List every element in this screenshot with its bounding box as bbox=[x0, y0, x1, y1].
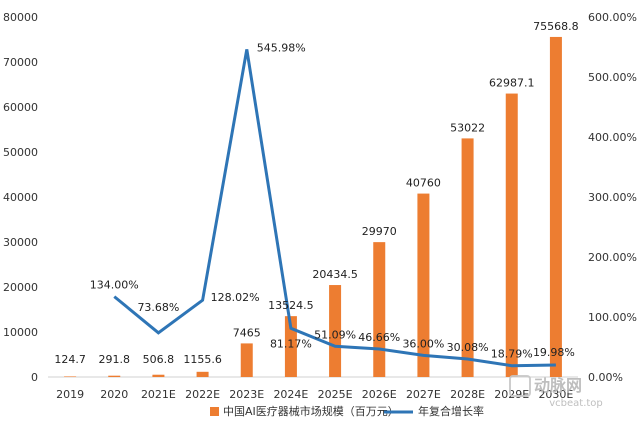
left-axis-tick-label: 0 bbox=[31, 371, 38, 384]
right-axis-tick-label: 300.00% bbox=[588, 191, 637, 204]
line-data-label: 36.00% bbox=[402, 337, 444, 350]
bar bbox=[64, 376, 77, 377]
bar bbox=[373, 242, 386, 377]
watermark-text-cn: 动脉网 bbox=[534, 376, 582, 395]
x-axis-tick-label: 2019 bbox=[56, 388, 84, 401]
line-data-labels: 134.00%73.68%128.02%545.98%81.17%51.09% 4… bbox=[90, 41, 575, 360]
bar-data-label: 13524.5 bbox=[268, 299, 314, 312]
bar-data-label: 75568.8 bbox=[533, 20, 579, 33]
watermark-logo-icon bbox=[509, 375, 531, 397]
watermark-text-en: vcbeat.top bbox=[549, 398, 603, 409]
line-data-label: 81.17% bbox=[270, 337, 312, 350]
line-data-label: 134.00% bbox=[90, 279, 139, 292]
bar-data-label: 29970 bbox=[362, 225, 397, 238]
x-axis-ticks: 2019 2020 2021E 2022E 2023E 2024E 2025E 2026E 20… bbox=[56, 388, 573, 401]
line-data-label: 51.09% bbox=[314, 328, 356, 341]
x-axis-tick-label: 2020 bbox=[100, 388, 128, 401]
left-axis-tick-label: 80000 bbox=[3, 11, 38, 24]
bar-data-label: 40760 bbox=[406, 177, 441, 190]
right-axis-tick-label: 400.00% bbox=[588, 131, 637, 144]
bar-data-label: 291.8 bbox=[99, 353, 131, 366]
bar bbox=[196, 371, 209, 377]
line-path bbox=[113, 49, 556, 368]
bar-data-labels: 124.7 291.8 506.8 1155.6 7465 13524.5 20434.5 2… bbox=[54, 20, 578, 366]
bar bbox=[108, 375, 121, 377]
bar bbox=[549, 36, 562, 377]
line-data-label: 128.02% bbox=[211, 291, 260, 304]
bar-data-label: 20434.5 bbox=[312, 268, 358, 281]
legend: 中国AI医疗器械市场规模（百万元） 年复合增长率 bbox=[210, 404, 484, 418]
bar-data-label: 62987.1 bbox=[489, 77, 535, 90]
left-axis-tick-label: 30000 bbox=[3, 236, 38, 249]
x-axis-tick-label: 2026E bbox=[362, 388, 397, 401]
left-axis-tick-label: 70000 bbox=[3, 56, 38, 69]
line-data-label: 18.79% bbox=[491, 348, 533, 361]
bar-data-label: 506.8 bbox=[143, 353, 175, 366]
x-axis-tick-label: 2027E bbox=[406, 388, 441, 401]
bar-series bbox=[64, 36, 562, 378]
left-axis-tick-label: 60000 bbox=[3, 101, 38, 114]
bar bbox=[240, 343, 253, 377]
right-axis-ticks: 0.00% 100.00% 200.00% 300.00% 400.00% 500.00%… bbox=[588, 11, 637, 384]
bar bbox=[152, 374, 165, 377]
x-axis-tick-label: 2024E bbox=[273, 388, 308, 401]
right-axis-tick-label: 600.00% bbox=[588, 11, 637, 24]
right-axis-tick-label: 0.00% bbox=[588, 371, 623, 384]
watermark: 动脉网 vcbeat.top bbox=[509, 375, 603, 409]
x-axis-tick-label: 2021E bbox=[141, 388, 176, 401]
left-axis-tick-label: 50000 bbox=[3, 146, 38, 159]
right-axis-tick-label: 500.00% bbox=[588, 71, 637, 84]
bar bbox=[284, 316, 297, 377]
x-axis-tick-label: 2025E bbox=[318, 388, 353, 401]
line-data-label: 46.66% bbox=[358, 331, 400, 344]
line-series bbox=[113, 49, 556, 368]
bar bbox=[461, 138, 474, 377]
x-axis-tick-label: 2028E bbox=[450, 388, 485, 401]
x-axis-tick-label: 2029E bbox=[494, 388, 529, 401]
legend-swatch-bar bbox=[210, 407, 219, 416]
left-axis-tick-label: 20000 bbox=[3, 281, 38, 294]
bar bbox=[329, 285, 342, 377]
line-data-label: 73.68% bbox=[137, 301, 179, 314]
line-data-label: 30.08% bbox=[447, 341, 489, 354]
bar-data-label: 7465 bbox=[233, 326, 261, 339]
legend-label-line: 年复合增长率 bbox=[418, 404, 484, 418]
x-axis-tick-label: 2022E bbox=[185, 388, 220, 401]
left-axis-ticks: 0 10000 20000 30000 40000 50000 60000 70000 8000… bbox=[3, 11, 38, 384]
legend-label-bar: 中国AI医疗器械市场规模（百万元） bbox=[223, 404, 399, 418]
left-axis-tick-label: 10000 bbox=[3, 326, 38, 339]
bar bbox=[505, 93, 518, 378]
line-data-label: 19.98% bbox=[533, 346, 575, 359]
bar-data-label: 124.7 bbox=[54, 353, 86, 366]
right-axis-tick-label: 200.00% bbox=[588, 251, 637, 264]
bar bbox=[417, 193, 430, 377]
line-data-label: 545.98% bbox=[257, 41, 306, 54]
x-axis-tick-label: 2023E bbox=[229, 388, 264, 401]
right-axis-tick-label: 100.00% bbox=[588, 311, 637, 324]
left-axis-tick-label: 40000 bbox=[3, 191, 38, 204]
bar-data-label: 1155.6 bbox=[183, 353, 222, 366]
x-axis-tick-label: 2030E bbox=[538, 388, 573, 401]
bar-data-label: 53022 bbox=[450, 121, 485, 134]
